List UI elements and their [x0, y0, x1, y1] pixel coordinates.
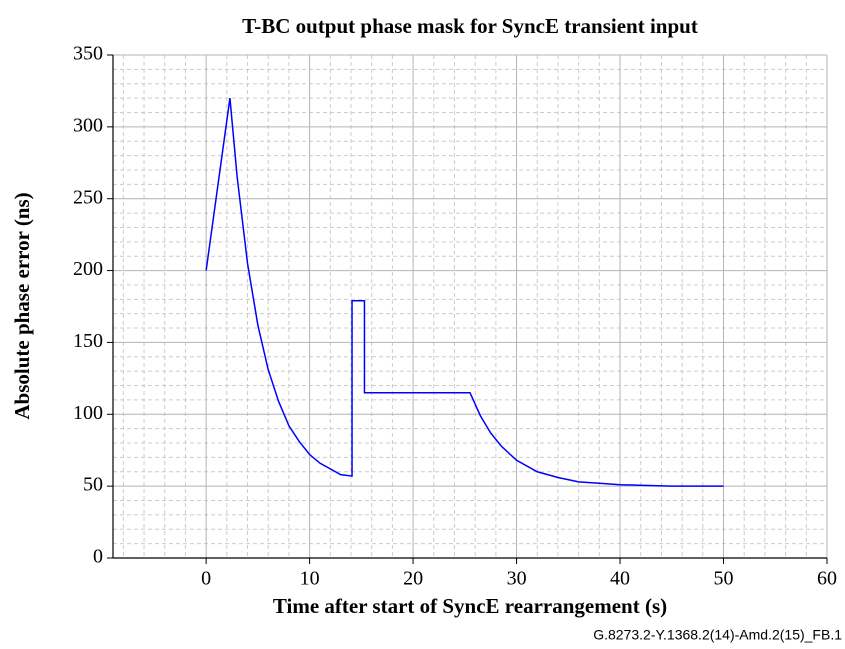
x-tick-label: 40 — [610, 568, 630, 590]
y-tick-label: 50 — [83, 474, 103, 496]
x-tick-label: 0 — [201, 568, 211, 590]
x-tick-label: 60 — [817, 568, 837, 590]
x-tick-label: 30 — [507, 568, 527, 590]
x-axis-label: Time after start of SyncE rearrangement … — [273, 594, 667, 618]
footnote: G.8273.2-Y.1368.2(14)-Amd.2(15)_FB.1 — [593, 627, 842, 643]
y-tick-label: 150 — [73, 330, 103, 352]
y-axis-label: Absolute phase error (ns) — [10, 192, 34, 419]
y-tick-label: 100 — [73, 402, 103, 424]
x-tick-label: 20 — [403, 568, 423, 590]
x-tick-label: 10 — [300, 568, 320, 590]
y-tick-label: 0 — [93, 546, 103, 568]
chart-title: T-BC output phase mask for SyncE transie… — [242, 14, 698, 38]
x-tick-label: 50 — [714, 568, 734, 590]
y-tick-label: 200 — [73, 258, 103, 280]
y-tick-label: 300 — [73, 114, 103, 136]
y-tick-label: 350 — [73, 43, 103, 65]
y-tick-label: 250 — [73, 186, 103, 208]
data-line — [205, 98, 724, 487]
